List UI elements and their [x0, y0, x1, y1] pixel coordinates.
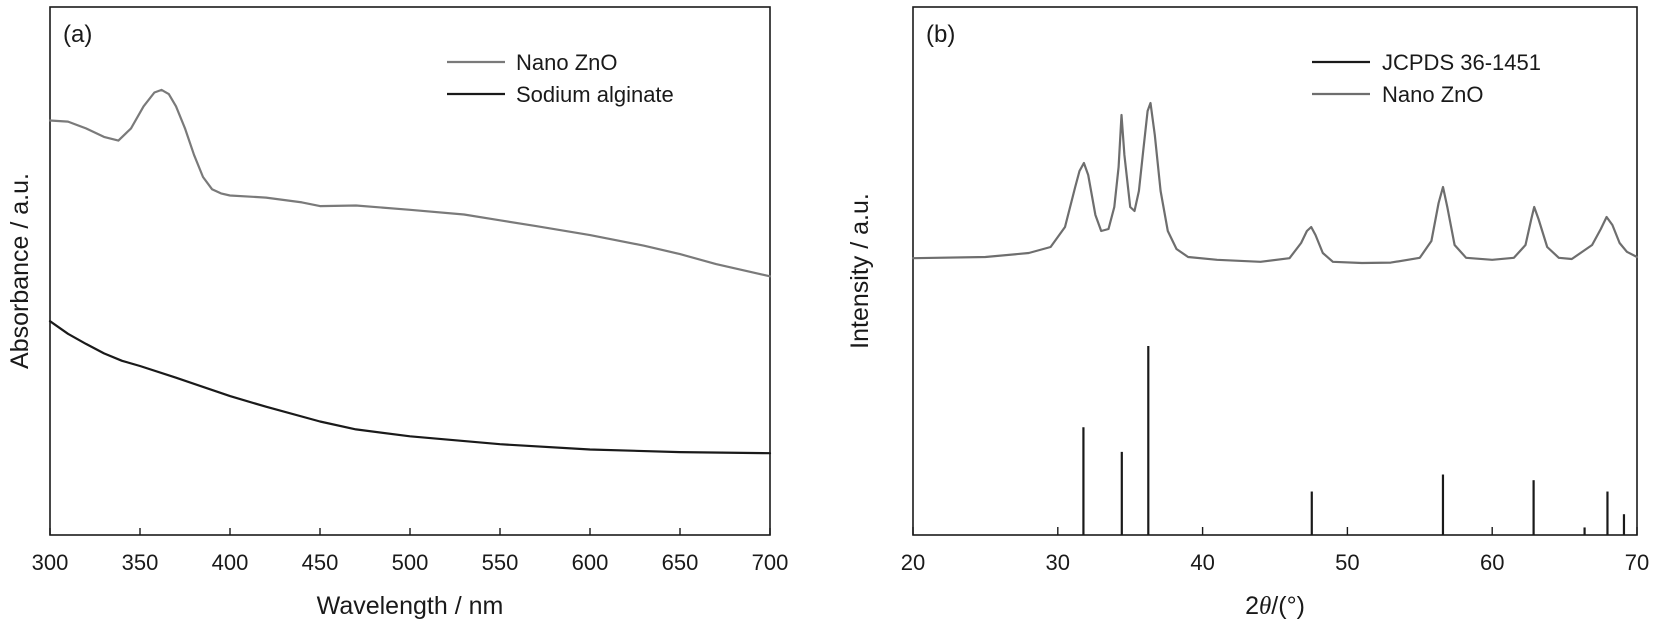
x-tick-label: 300: [32, 550, 69, 575]
panel-a-x-axis-title: Wavelength / nm: [317, 592, 504, 620]
x-tick-label: 400: [212, 550, 249, 575]
x-tick-label: 60: [1480, 550, 1504, 575]
x-tick-label: 600: [572, 550, 609, 575]
x-tick-label: 30: [1046, 550, 1070, 575]
sodium-alginate-absorbance-line: [48, 320, 772, 455]
nano-zno-xrd-line: [911, 101, 1639, 265]
x-tick-label: 40: [1190, 550, 1214, 575]
legend-label-nano-zno-b: Nano ZnO: [1382, 82, 1484, 107]
panel-a-label: (a): [63, 21, 92, 48]
panel-a-x-ticks: 300 350 400 450 500 550 600 650 700: [32, 528, 789, 575]
legend-label-jcpds: JCPDS 36-1451: [1382, 50, 1541, 75]
panel-b-plot-frame: [912, 6, 1638, 536]
panel-a-absorbance-chart: 300 350 400 450 500 550 600 650 700 (a) Nano ZnO…: [6, 6, 789, 620]
panel-b-x-ticks: 20 30 40 50 60 70: [901, 527, 1649, 575]
panel-b-series: [911, 101, 1639, 535]
panel-b-x-axis-prefix: 2: [1245, 592, 1259, 620]
panel-b-legend: JCPDS 36-1451 Nano ZnO: [1312, 50, 1541, 107]
x-tick-label: 50: [1335, 550, 1359, 575]
legend-label-sodium-alginate: Sodium alginate: [516, 82, 674, 107]
panel-b-x-axis-theta: θ: [1259, 593, 1271, 620]
legend-label-nano-zno-a: Nano ZnO: [516, 50, 618, 75]
panel-b-y-axis-title: Intensity / a.u.: [846, 193, 874, 349]
x-tick-label: 550: [482, 550, 519, 575]
x-tick-label: 650: [662, 550, 699, 575]
x-tick-label: 70: [1625, 550, 1649, 575]
panel-a-legend: Nano ZnO Sodium alginate: [447, 50, 674, 107]
panel-b-x-axis-suffix: /(°): [1271, 592, 1305, 620]
x-tick-label: 500: [392, 550, 429, 575]
x-tick-label: 450: [302, 550, 339, 575]
panel-b-label: (b): [926, 21, 955, 48]
x-tick-label: 350: [122, 550, 159, 575]
panel-a-y-axis-title: Absorbance / a.u.: [6, 173, 34, 369]
x-tick-label: 700: [752, 550, 789, 575]
panel-a-series: [48, 88, 772, 455]
panel-b-x-axis-title: 2θ/(°): [1245, 592, 1305, 620]
x-tick-label: 20: [901, 550, 925, 575]
nano-zno-absorbance-line: [48, 88, 772, 278]
panel-b-xrd-chart: 20 30 40 50 60 70 (b) JCPDS 36-1451 Nano ZnO …: [846, 6, 1649, 620]
